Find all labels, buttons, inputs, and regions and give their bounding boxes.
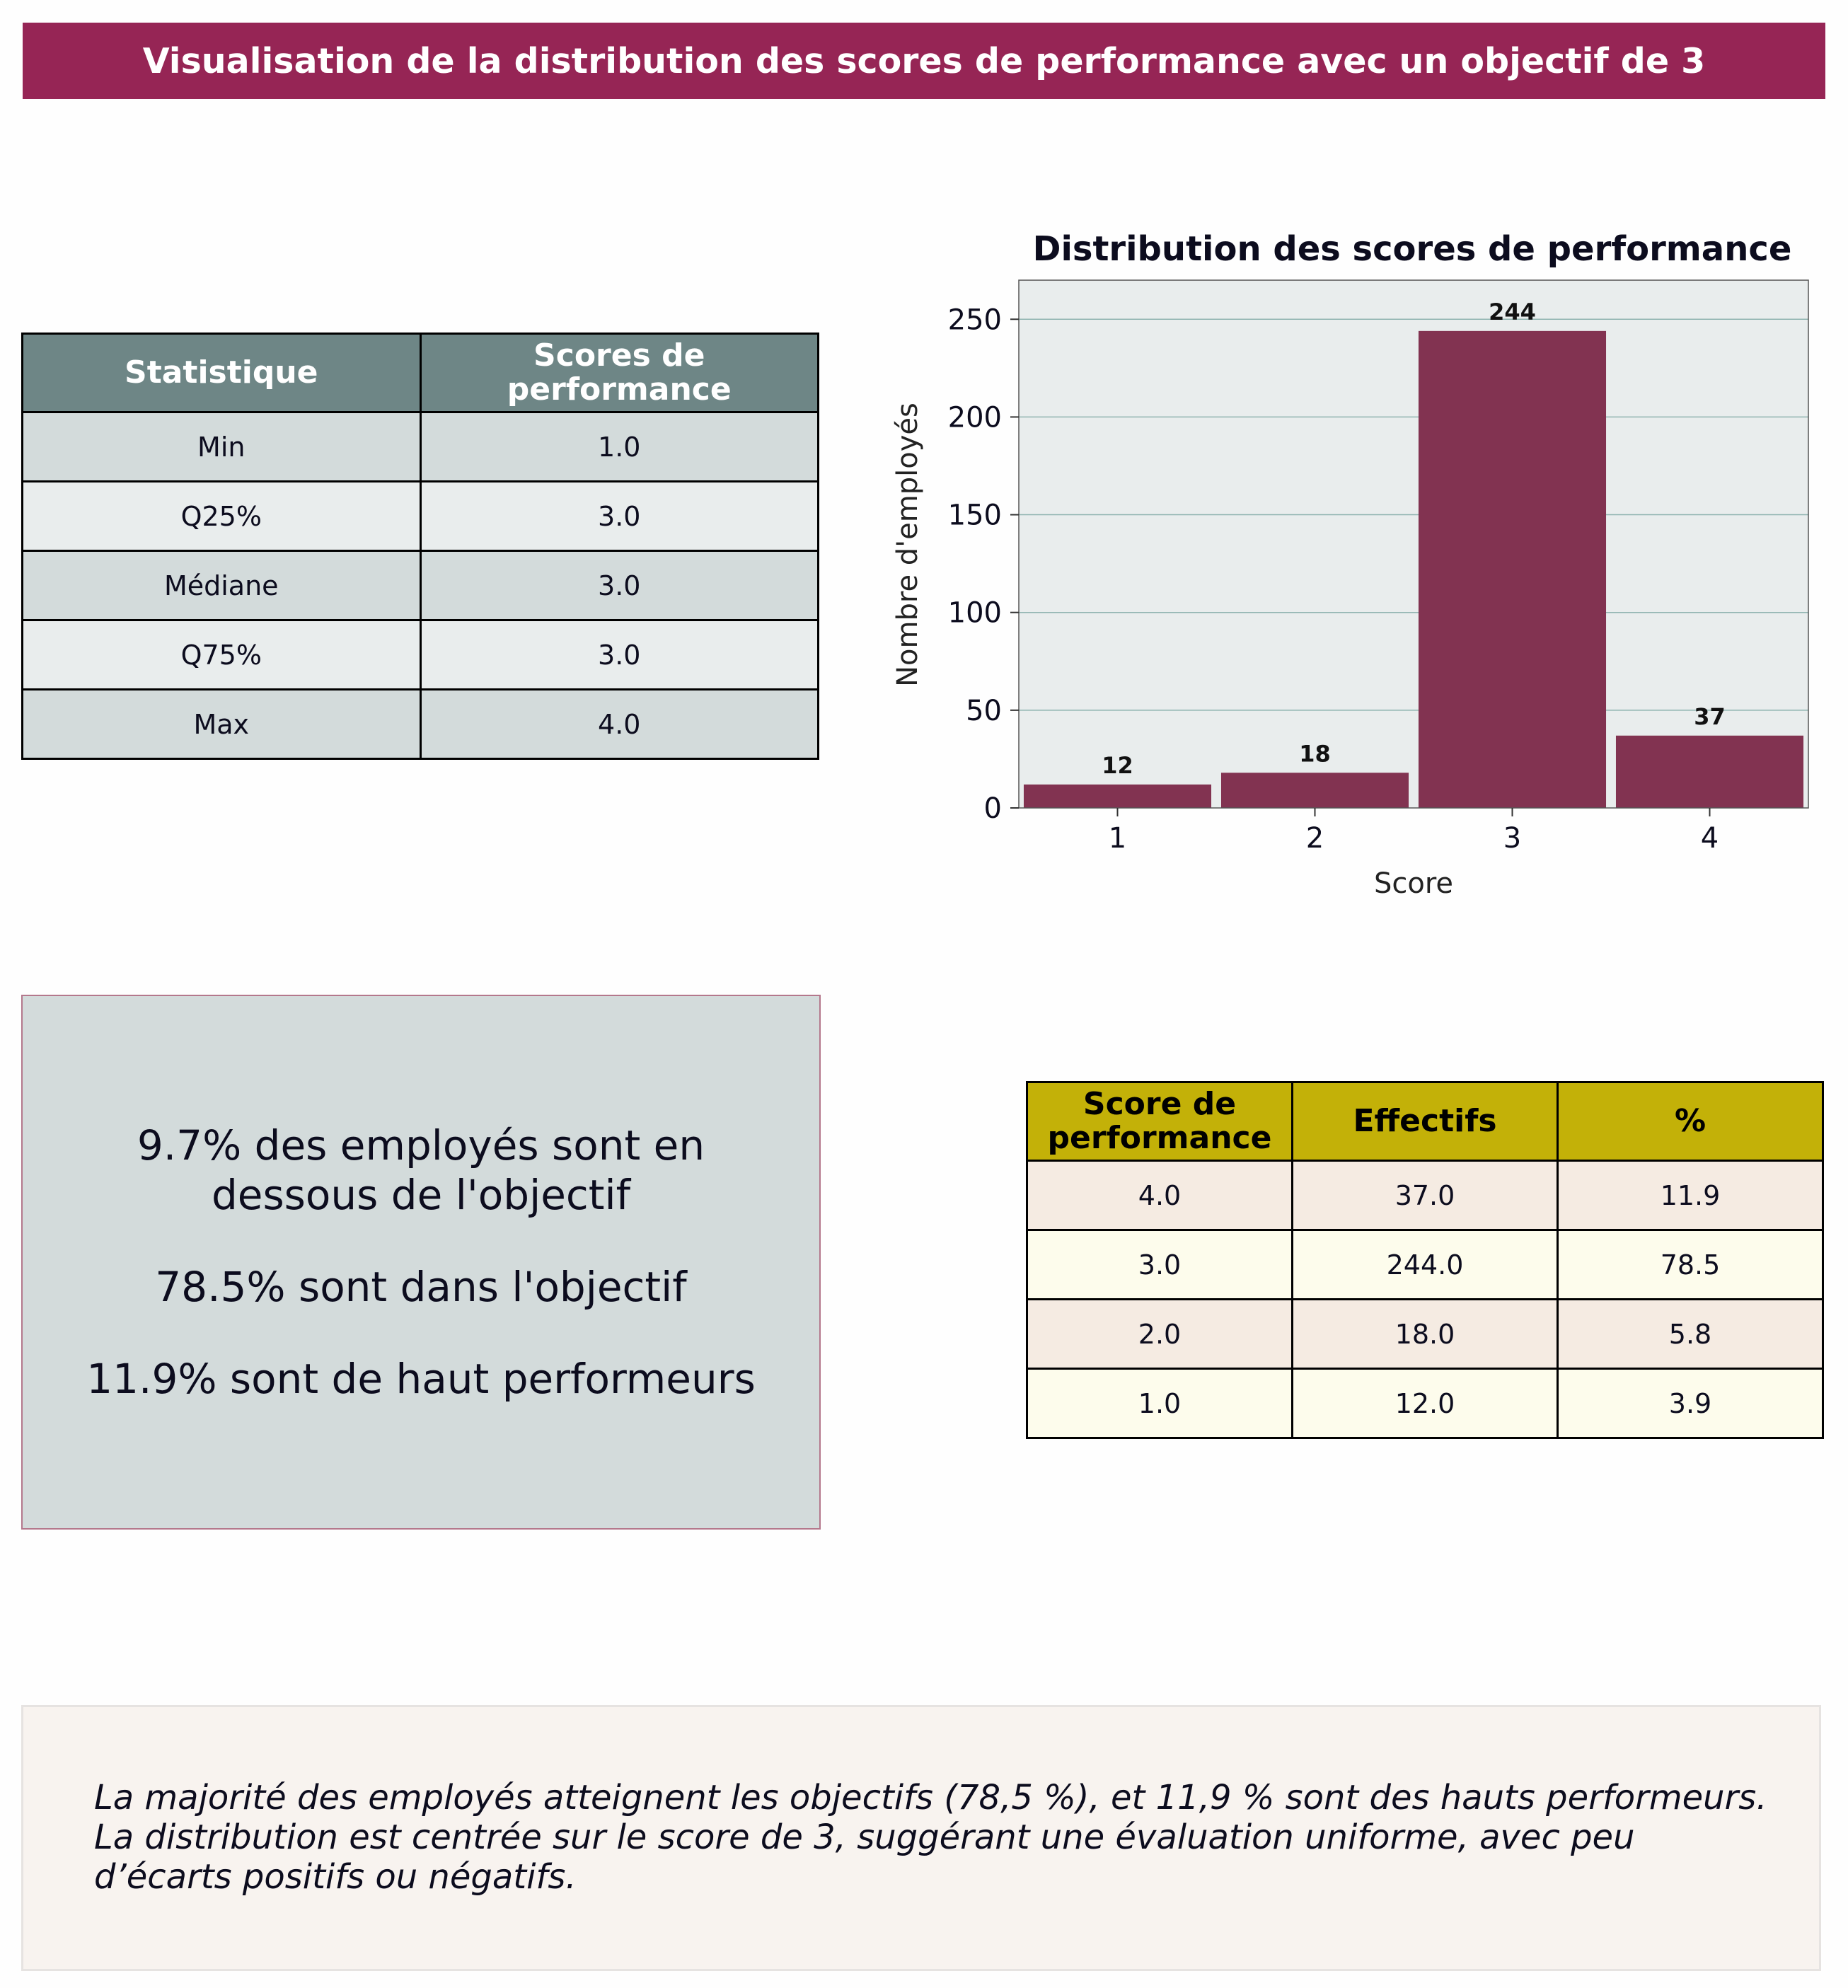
- statistic-value-cell: 4.0: [419, 688, 819, 760]
- bar-data-label: 18: [1299, 740, 1331, 767]
- count-cell: 37.0: [1291, 1160, 1559, 1231]
- x-tick-label: 1: [1109, 822, 1126, 855]
- conclusion-line: La majorité des employés atteignent les …: [94, 1778, 1767, 1817]
- performance-bar-chart: Distribution des scores de performance 1…: [891, 229, 1809, 900]
- y-tick-label: 0: [984, 792, 1002, 825]
- bar-score-2: [1220, 773, 1409, 808]
- bar-score-4: [1615, 735, 1804, 808]
- statistic-name-cell: Q25%: [21, 480, 422, 552]
- table-row: 3.0 244.0 78.5: [1026, 1229, 1824, 1300]
- percent-cell: 3.9: [1557, 1368, 1824, 1439]
- statistics-table: Statistique Scores de performance Min 1.…: [21, 333, 819, 760]
- statistic-value-cell: 3.0: [419, 480, 819, 552]
- x-tick-label: 4: [1701, 822, 1719, 855]
- statistic-name-cell: Min: [21, 411, 422, 482]
- y-tick-label: 200: [948, 401, 1002, 434]
- table-row: 2.0 18.0 5.8: [1026, 1298, 1824, 1370]
- statistic-name-cell: Q75%: [21, 619, 422, 690]
- table-row: 4.0 37.0 11.9: [1026, 1160, 1824, 1231]
- count-cell: 12.0: [1291, 1368, 1559, 1439]
- bar-score-3: [1418, 330, 1607, 808]
- bar-data-label: 12: [1102, 752, 1133, 779]
- score-cell: 2.0: [1026, 1298, 1293, 1370]
- score-cell: 4.0: [1026, 1160, 1293, 1231]
- statistic-value-cell: 3.0: [419, 619, 819, 690]
- x-axis-label: Score: [1374, 867, 1453, 900]
- page-title: Visualisation de la distribution des sco…: [142, 40, 1706, 81]
- statistics-header-cell: Scores de performance: [419, 333, 819, 413]
- table-row: Q75% 3.0: [21, 619, 819, 690]
- frequency-table: Score de performance Effectifs % 4.0 37.…: [1026, 1081, 1824, 1439]
- page-title-banner: Visualisation de la distribution des sco…: [23, 23, 1825, 99]
- y-axis-label: Nombre d'employés: [891, 403, 924, 687]
- y-tick-label: 50: [966, 695, 1002, 727]
- bar-data-label: 244: [1489, 299, 1536, 325]
- chart-title: Distribution des scores de performance: [1033, 229, 1792, 269]
- percent-cell: 5.8: [1557, 1298, 1824, 1370]
- table-row: 1.0 12.0 3.9: [1026, 1368, 1824, 1439]
- frequency-header-cell: %: [1557, 1081, 1824, 1162]
- plot-frame: [1018, 279, 1809, 809]
- y-tick-label: 250: [948, 304, 1002, 336]
- y-tick-label: 100: [948, 597, 1002, 630]
- summary-on-target: 78.5% sont dans l'objectif: [155, 1263, 687, 1311]
- bar-data-label: 37: [1694, 703, 1726, 730]
- statistic-name-cell: Médiane: [21, 550, 422, 621]
- count-cell: 18.0: [1291, 1298, 1559, 1370]
- table-row: Min 1.0: [21, 411, 819, 482]
- table-row: Q25% 3.0: [21, 480, 819, 552]
- statistics-header-row: Statistique Scores de performance: [21, 333, 819, 413]
- conclusion-line: d’écarts positifs ou négatifs.: [94, 1857, 577, 1897]
- bar-score-1: [1023, 784, 1212, 808]
- percent-cell: 11.9: [1557, 1160, 1824, 1231]
- x-tick-label: 3: [1503, 822, 1521, 855]
- statistics-header-cell: Statistique: [21, 333, 422, 413]
- summary-high-performers: 11.9% sont de haut performeurs: [86, 1355, 756, 1403]
- frequency-header-cell: Effectifs: [1291, 1081, 1559, 1162]
- frequency-header-row: Score de performance Effectifs %: [1026, 1081, 1824, 1162]
- conclusion-note: La majorité des employés atteignent les …: [21, 1705, 1821, 1971]
- plot-area: [1019, 280, 1808, 808]
- table-row: Max 4.0: [21, 688, 819, 760]
- frequency-header-cell: Score de performance: [1026, 1081, 1293, 1162]
- count-cell: 244.0: [1291, 1229, 1559, 1300]
- summary-box: 9.7% des employés sont en dessous de l'o…: [21, 995, 821, 1530]
- score-cell: 3.0: [1026, 1229, 1293, 1300]
- percent-cell: 78.5: [1557, 1229, 1824, 1300]
- conclusion-line: La distribution est centrée sur le score…: [94, 1817, 1635, 1857]
- table-row: Médiane 3.0: [21, 550, 819, 621]
- y-tick-label: 150: [948, 499, 1002, 532]
- statistic-name-cell: Max: [21, 688, 422, 760]
- x-tick-label: 2: [1306, 822, 1324, 855]
- statistic-value-cell: 1.0: [419, 411, 819, 482]
- statistic-value-cell: 3.0: [419, 550, 819, 621]
- score-cell: 1.0: [1026, 1368, 1293, 1439]
- summary-below-target: 9.7% des employés sont en dessous de l'o…: [137, 1121, 705, 1219]
